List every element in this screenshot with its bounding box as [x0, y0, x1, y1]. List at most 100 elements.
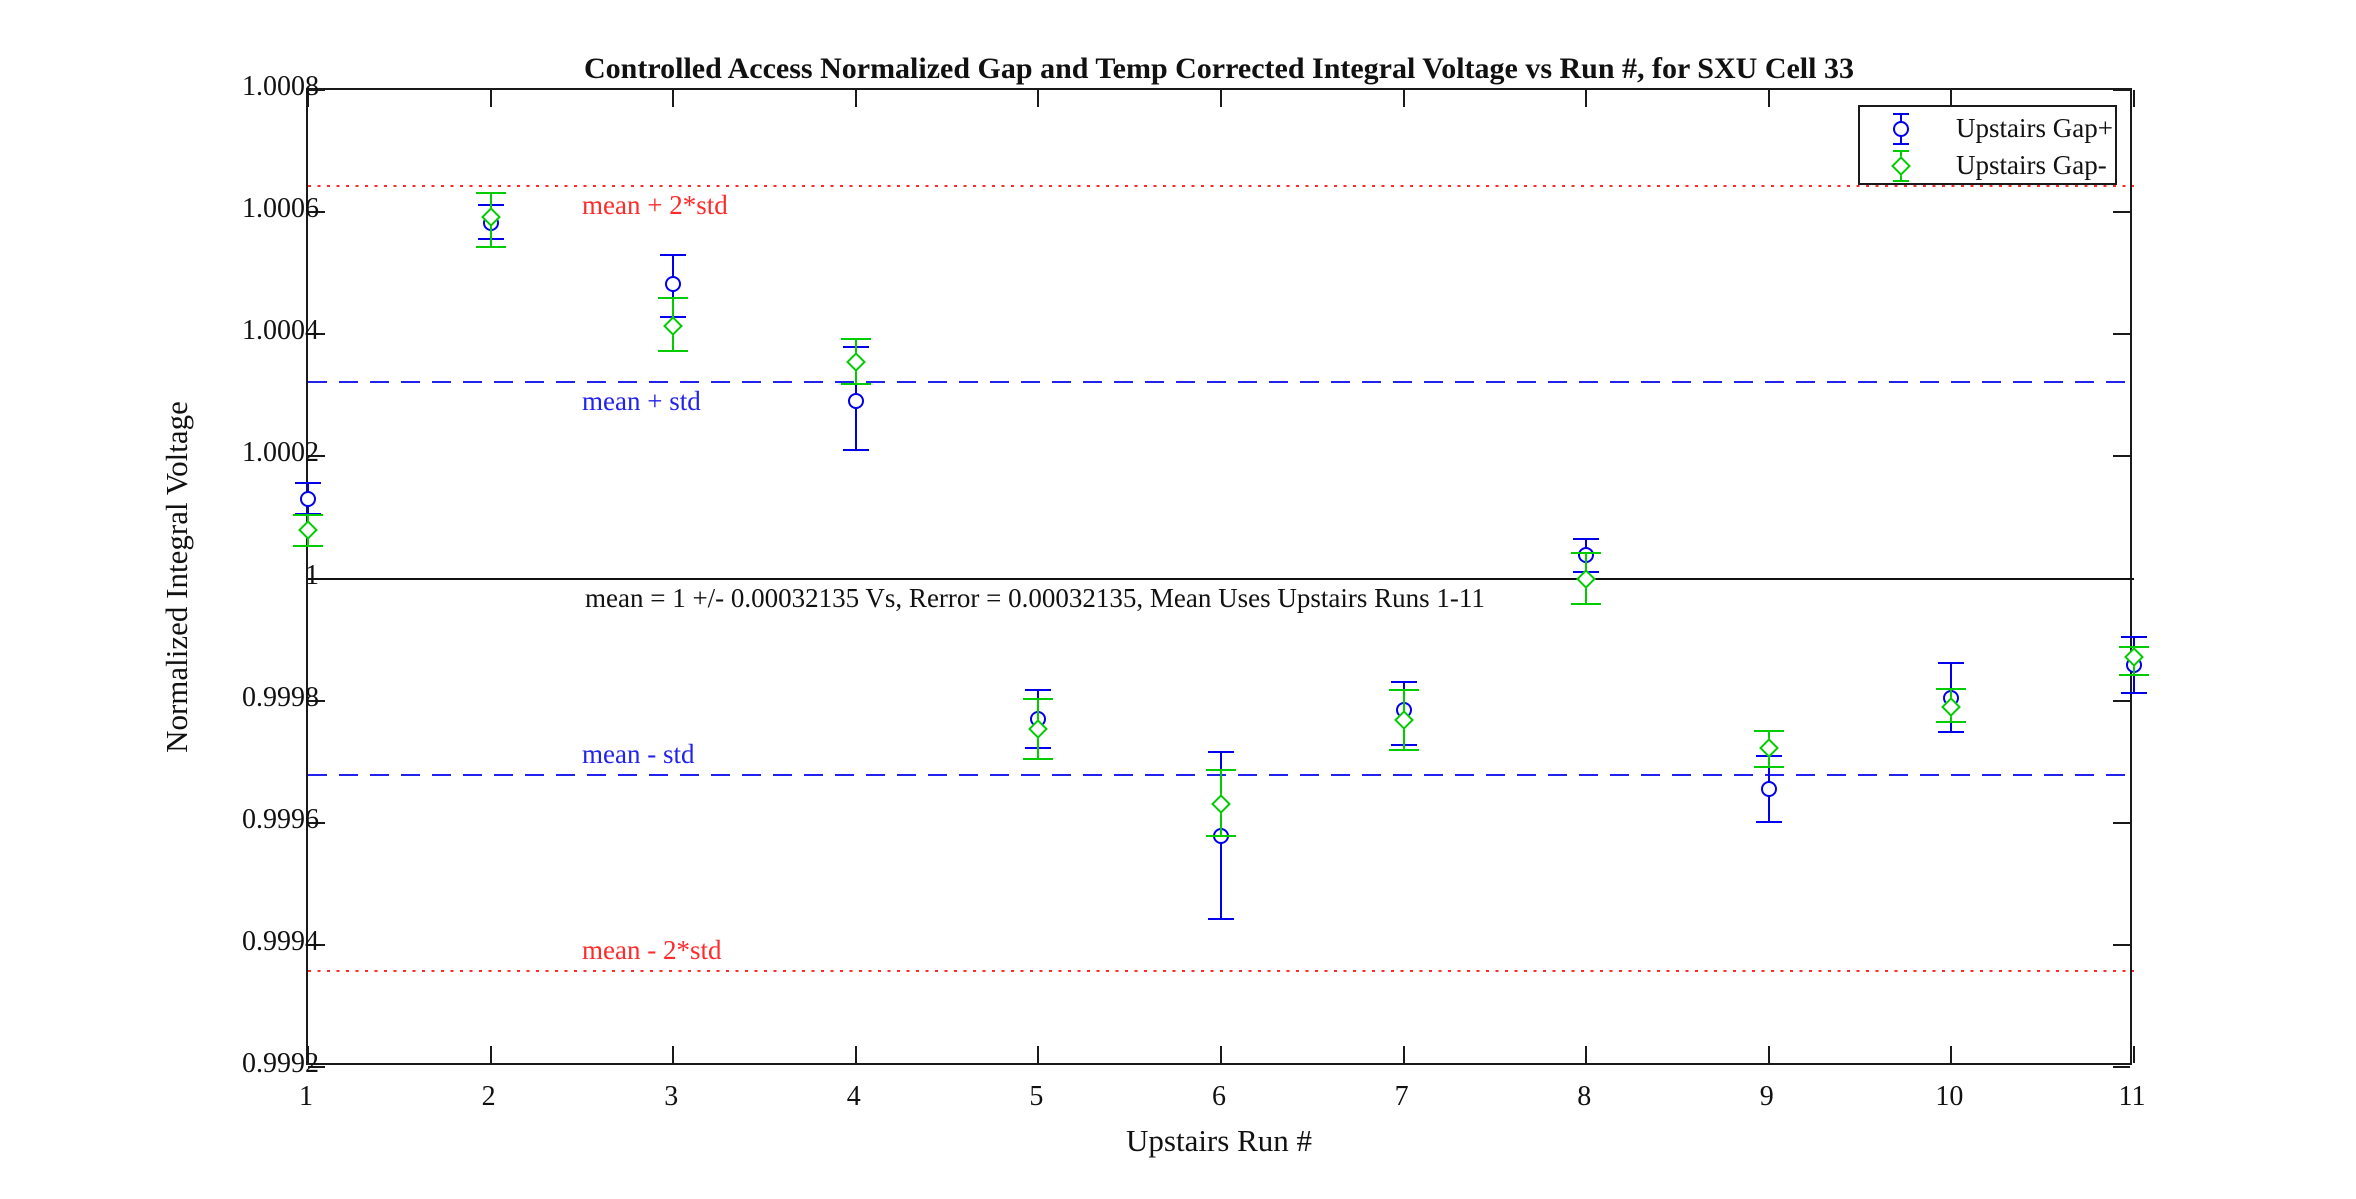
- error-bar-cap: [2119, 645, 2149, 648]
- x-tick-label: 9: [1759, 1081, 1774, 1112]
- plot-area: mean + 2*std mean + std mean - std mean - 2…: [293, 88, 2149, 1068]
- x-tick-mark: [1585, 90, 1588, 107]
- error-bar-cap: [293, 513, 323, 516]
- y-tick-mark: [2113, 211, 2130, 214]
- legend-errorbar-cap: [1893, 179, 1909, 182]
- y-tick-label: 0.9994: [242, 925, 319, 957]
- x-tick-mark: [1037, 1046, 1040, 1063]
- data-point-circle: [300, 491, 316, 508]
- y-tick-mark: [2113, 699, 2130, 702]
- data-point-diamond: [663, 316, 684, 337]
- x-tick-label: 4: [846, 1081, 861, 1112]
- y-tick-label: 1.0008: [242, 71, 319, 102]
- legend: Upstairs Gap+ Upstairs Gap-: [1858, 105, 2117, 185]
- x-tick-label: 10: [1935, 1081, 1964, 1112]
- x-tick-label: 2: [481, 1081, 496, 1112]
- error-bar-cap: [1573, 538, 1600, 541]
- x-tick-mark: [1585, 1046, 1588, 1063]
- error-bar-cap: [1753, 729, 1784, 732]
- error-bar-cap: [658, 350, 689, 353]
- data-point-circle: [847, 393, 864, 410]
- error-bar-cap: [840, 382, 871, 385]
- error-bar-cap: [1753, 766, 1784, 769]
- error-bar-cap: [1206, 834, 1236, 837]
- y-tick-mark: [2113, 333, 2130, 336]
- error-bar-cap: [1208, 750, 1234, 753]
- y-tick-mark: [2113, 821, 2130, 824]
- y-tick-mark: [2113, 943, 2130, 946]
- error-bar-cap: [1938, 661, 1965, 664]
- reference-line-label: mean - 2*std: [582, 934, 722, 965]
- y-tick-label: 1.0002: [242, 437, 319, 469]
- legend-entry-gap-plus: Upstairs Gap+: [1860, 110, 2115, 147]
- data-point-diamond: [1211, 793, 1231, 814]
- errorbar-diamond-icon: [1878, 149, 1924, 183]
- error-bar-cap: [295, 481, 321, 484]
- x-tick-label: 6: [1212, 1081, 1226, 1112]
- error-bar-cap: [1025, 689, 1052, 692]
- x-tick-mark: [1767, 1046, 1770, 1063]
- x-tick-mark: [307, 1046, 309, 1063]
- legend-entry-gap-minus: Upstairs Gap-: [1860, 147, 2115, 184]
- y-tick-label: 0.9992: [242, 1048, 319, 1079]
- x-tick-mark: [1220, 90, 1222, 107]
- error-bar-cap: [660, 253, 687, 256]
- x-tick-mark: [1220, 1046, 1222, 1063]
- legend-label: Upstairs Gap-: [1956, 150, 2107, 180]
- reference-line-label: mean + 2*std: [582, 190, 728, 221]
- x-tick-label: 5: [1029, 1081, 1044, 1112]
- error-bar-cap: [1388, 749, 1419, 752]
- y-tick-mark: [308, 89, 325, 91]
- y-tick-mark: [308, 455, 325, 458]
- x-tick-label: 8: [1577, 1081, 1592, 1112]
- y-tick-label: 0.9996: [242, 803, 319, 835]
- errorbar-circle-icon: [1878, 112, 1924, 146]
- mean-annotation: mean = 1 +/- 0.00032135 Vs, Rerror = 0.0…: [585, 582, 1485, 613]
- x-tick-mark: [2133, 1046, 2135, 1063]
- x-tick-mark: [854, 90, 857, 107]
- error-bar-cap: [293, 545, 323, 548]
- error-bar-cap: [1390, 681, 1417, 684]
- x-tick-mark: [1950, 90, 1953, 107]
- y-tick-mark: [2113, 89, 2130, 91]
- reference-line-label: mean - std: [582, 738, 695, 769]
- x-tick-mark: [1402, 90, 1405, 107]
- x-tick-label: 3: [664, 1081, 679, 1112]
- legend-circle-marker: [1893, 120, 1909, 137]
- error-bar-cap: [658, 296, 689, 299]
- x-tick-mark: [1950, 1046, 1953, 1063]
- x-tick-label: 11: [2118, 1081, 2146, 1112]
- y-tick-label: 0.9998: [242, 681, 319, 713]
- error-bar-cap: [1938, 731, 1965, 734]
- y-tick-mark: [308, 211, 325, 214]
- reference-line-mean-std: [308, 381, 2134, 384]
- x-tick-mark: [672, 90, 675, 107]
- y-tick-mark: [308, 943, 325, 946]
- x-tick-mark: [2133, 90, 2135, 107]
- error-bar-cap: [2121, 692, 2147, 695]
- error-bar-cap: [1936, 720, 1967, 723]
- error-bar-cap: [475, 245, 506, 248]
- y-tick-mark: [2113, 1066, 2130, 1068]
- reference-line-mean-2-std: [308, 969, 2134, 972]
- error-bar-cap: [475, 191, 506, 194]
- x-axis-label: Upstairs Run #: [1126, 1123, 1312, 1158]
- data-point-diamond: [298, 520, 318, 541]
- x-tick-label: 1: [299, 1081, 313, 1112]
- legend-diamond-marker: [1891, 155, 1911, 176]
- y-tick-label: 1.0004: [242, 315, 319, 347]
- legend-errorbar-cap: [1893, 149, 1909, 152]
- error-bar-cap: [1571, 551, 1602, 554]
- reference-line-label: mean + std: [582, 386, 701, 417]
- error-bar-cap: [1755, 821, 1782, 824]
- error-bar-cap: [1023, 757, 1054, 760]
- error-bar-cap: [842, 449, 869, 452]
- x-tick-mark: [489, 90, 492, 107]
- error-bar-cap: [1936, 688, 1967, 691]
- data-point-circle: [1760, 780, 1777, 797]
- chart-title: Controlled Access Normalized Gap and Tem…: [584, 52, 1854, 85]
- x-tick-mark: [489, 1046, 492, 1063]
- x-tick-mark: [307, 90, 309, 107]
- y-tick-mark: [2113, 455, 2130, 458]
